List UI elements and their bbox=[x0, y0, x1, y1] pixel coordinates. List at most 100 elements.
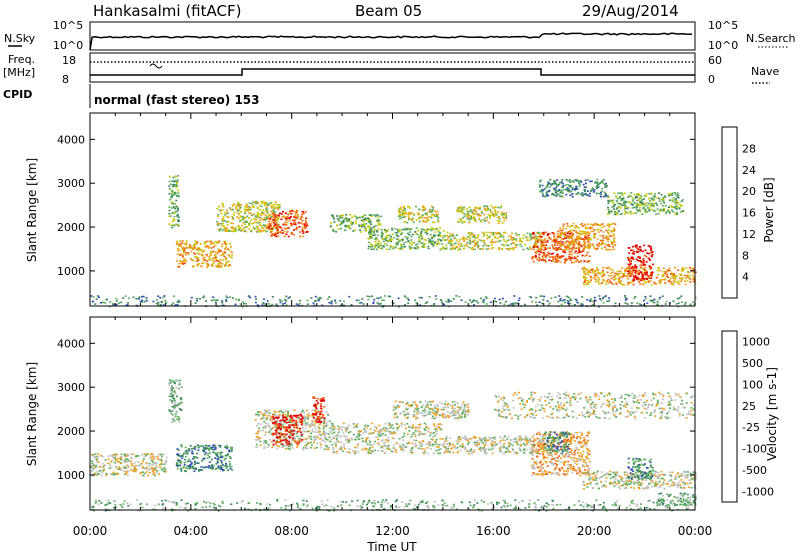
velocity-y-axis-label: Slant Range [km] bbox=[25, 362, 39, 466]
beam-title: Beam 05 bbox=[355, 2, 422, 20]
power-y-axis-label: Slant Range [km] bbox=[25, 158, 39, 262]
colorbar-tick-label: 8 bbox=[742, 249, 749, 262]
velocity-colorbar-label: Velocity [m s-1] bbox=[765, 367, 779, 461]
scatter-feature-3 bbox=[266, 209, 309, 238]
scatter-feature-6 bbox=[397, 205, 440, 224]
colorbar-tick-label: 100 bbox=[742, 378, 763, 391]
freq-unit-label: [MHz] bbox=[3, 66, 35, 79]
scatter-feature-6 bbox=[312, 396, 326, 424]
noise-left-label: N.Sky bbox=[4, 32, 36, 45]
colorbar-tick-label: 25 bbox=[742, 400, 756, 413]
scatter-feature-14 bbox=[538, 178, 609, 198]
y-tick-label: 1000 bbox=[57, 469, 85, 482]
frequency-line bbox=[90, 68, 695, 76]
x-tick-label: 08:00 bbox=[274, 524, 309, 538]
scatter-feature-12 bbox=[543, 431, 571, 455]
x-tick-label: 20:00 bbox=[577, 524, 612, 538]
scatter-feature-11 bbox=[581, 266, 697, 286]
frequency-glitch bbox=[149, 63, 163, 69]
x-tick-label: 12:00 bbox=[375, 524, 410, 538]
colorbar-tick-label: 24 bbox=[742, 164, 756, 177]
colorbar-tick-label: 12 bbox=[742, 228, 756, 241]
freq-tick-top: 18 bbox=[62, 54, 76, 67]
scatter-feature-1 bbox=[90, 453, 168, 477]
scatter-feature-1 bbox=[175, 240, 233, 268]
station-title: Hankasalmi (fitACF) bbox=[93, 2, 241, 20]
x-tick-label: 16:00 bbox=[476, 524, 511, 538]
frequency-panel: Freq. [MHz] 18 8 60 0 Nave bbox=[3, 52, 779, 86]
y-tick-label: 1000 bbox=[57, 265, 85, 278]
scatter-feature-12 bbox=[606, 192, 685, 216]
colorbar-tick-label: 1000 bbox=[742, 336, 770, 349]
scatter-feature-7 bbox=[443, 231, 546, 251]
velocity-y-axis: 1000 2000 3000 4000 bbox=[57, 337, 695, 482]
velocity-panel: 1000 2000 3000 4000 00:00 04:00 08:00 12:00 16:… bbox=[25, 316, 779, 554]
time-axis-label: Time UT bbox=[366, 540, 417, 554]
x-tick-label: 04:00 bbox=[174, 524, 209, 538]
noise-right-tick-top: 10^5 bbox=[708, 19, 738, 32]
date-title: 29/Aug/2014 bbox=[582, 2, 679, 20]
noise-right-label: N.Search bbox=[746, 32, 796, 45]
scatter-feature-10 bbox=[556, 222, 617, 251]
colorbar-tick-label: 500 bbox=[742, 357, 763, 370]
x-tick-label: 00:00 bbox=[73, 524, 108, 538]
freq-label: Freq. bbox=[8, 53, 35, 66]
scatter-feature-2 bbox=[175, 444, 234, 473]
colorbar-tick-label: 28 bbox=[742, 142, 756, 155]
noise-sky-line bbox=[89, 32, 693, 51]
colorbar-tick-label: 20 bbox=[742, 185, 756, 198]
x-tick-label: 00:00 bbox=[678, 524, 713, 538]
scatter-feature-0 bbox=[90, 499, 694, 512]
scatter-feature-4 bbox=[329, 214, 382, 233]
power-plot-frame bbox=[89, 112, 696, 307]
colorbar-frame bbox=[721, 126, 738, 299]
nave-tick-bottom: 0 bbox=[708, 73, 715, 86]
velocity-x-axis: 00:00 04:00 08:00 12:00 16:00 20:00 00:00 bbox=[73, 317, 713, 538]
colorbar-tick-label: -25 bbox=[742, 421, 760, 434]
scatter-feature-14 bbox=[627, 457, 655, 481]
y-tick-label: 4000 bbox=[57, 337, 85, 350]
scatter-feature-8 bbox=[392, 400, 470, 420]
cpid-label: CPID bbox=[3, 88, 32, 101]
y-tick-label: 2000 bbox=[57, 425, 85, 438]
colorbar-tick-label: -500 bbox=[742, 464, 767, 477]
cpid-text: normal (fast stereo) 153 bbox=[94, 93, 260, 107]
y-tick-label: 4000 bbox=[57, 133, 85, 146]
power-heatmap bbox=[90, 175, 697, 308]
y-tick-label: 2000 bbox=[57, 221, 85, 234]
scatter-feature-3 bbox=[168, 379, 183, 423]
colorbar-tick-label: 16 bbox=[742, 207, 756, 220]
scatter-feature-2 bbox=[216, 200, 281, 233]
power-x-ticks bbox=[89, 113, 696, 306]
freq-tick-bottom: 8 bbox=[62, 73, 69, 86]
power-colorbar-label: Power [dB] bbox=[762, 177, 776, 242]
power-y-axis: 1000 2000 3000 4000 bbox=[57, 133, 695, 278]
noise-left-tick-top: 10^5 bbox=[53, 19, 83, 32]
noise-right-tick-bottom: 10^0 bbox=[708, 39, 738, 52]
scatter-feature-5 bbox=[367, 227, 445, 251]
noise-panel: N.Sky 10^5 10^0 10^5 10^0 N.Search bbox=[4, 19, 796, 52]
power-colorbar: 4 8 12 16 20 24 28 bbox=[721, 126, 756, 299]
nave-label: Nave bbox=[751, 65, 779, 78]
scatter-feature-13 bbox=[582, 470, 697, 490]
cpid-row: CPID normal (fast stereo) 153 bbox=[3, 84, 260, 108]
colorbar-tick-label: -100 bbox=[742, 443, 767, 456]
noise-left-tick-bottom: 10^0 bbox=[53, 39, 83, 52]
colorbar-tick-label: 4 bbox=[742, 271, 749, 284]
scatter-feature-15 bbox=[168, 175, 180, 229]
colorbar-tick-label: -1000 bbox=[742, 485, 774, 498]
scatter-feature-7 bbox=[329, 422, 444, 455]
scatter-feature-9 bbox=[443, 435, 546, 455]
nave-tick-top: 60 bbox=[708, 54, 722, 67]
colorbar-frame bbox=[721, 330, 738, 503]
velocity-colorbar: 1000 500 100 25 -25 -100 -500 -1000 bbox=[721, 330, 774, 503]
power-panel: 1000 2000 3000 4000 Slant Range [km] 4 8 12 16… bbox=[25, 112, 776, 308]
y-tick-label: 3000 bbox=[57, 177, 85, 190]
scatter-feature-5 bbox=[271, 413, 304, 446]
scatter-feature-10 bbox=[494, 391, 695, 420]
scatter-feature-13 bbox=[627, 244, 654, 282]
y-tick-label: 3000 bbox=[57, 381, 85, 394]
scatter-feature-8 bbox=[456, 205, 508, 225]
velocity-heatmap bbox=[90, 379, 697, 512]
